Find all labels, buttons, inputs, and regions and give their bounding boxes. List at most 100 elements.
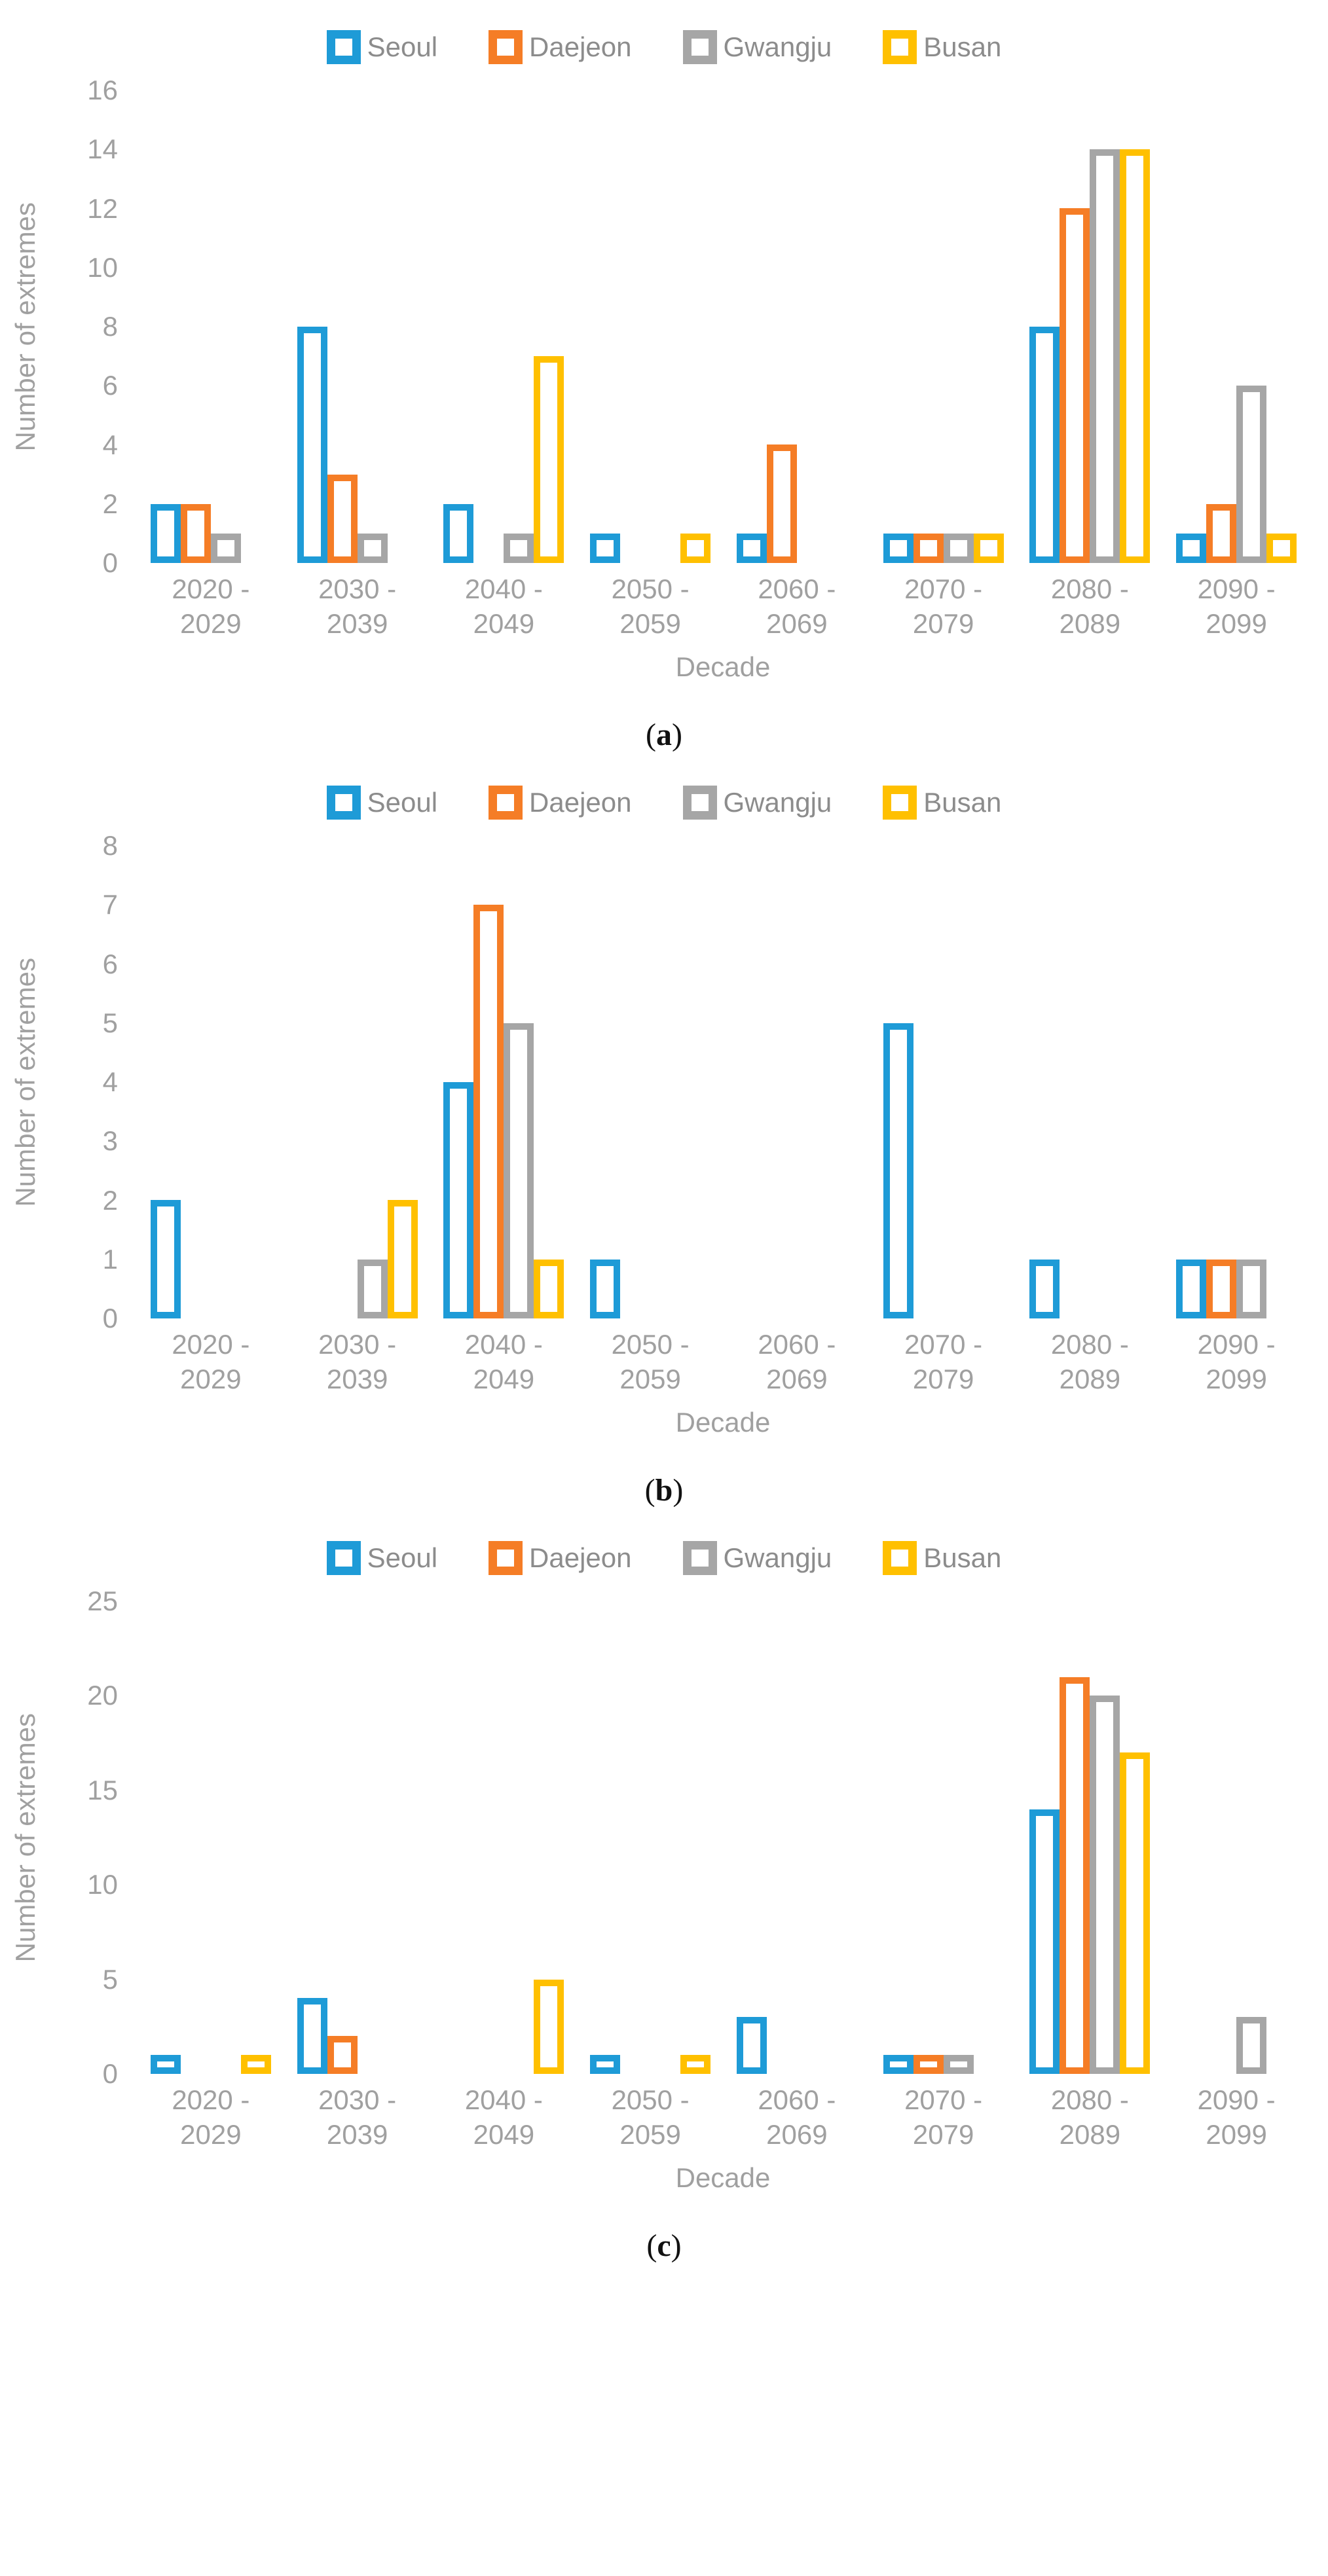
- category-2070-2079: [870, 1601, 1017, 2074]
- bar-slot-daejeon: [180, 504, 211, 563]
- bar-gwangju-2030-2039: [357, 1260, 388, 1318]
- bar-slot-seoul: [590, 534, 621, 563]
- bar-slot-seoul: [297, 327, 327, 563]
- bar-daejeon-2070-2079: [913, 534, 944, 563]
- bar-slot-busan: [534, 356, 564, 563]
- bar-busan-2040-2049: [534, 1260, 564, 1318]
- category-2090-2099: [1163, 846, 1310, 1318]
- plot-area: [138, 1601, 1310, 2074]
- y-tick-7: 7: [102, 889, 118, 920]
- legend-label: Seoul: [367, 787, 438, 818]
- y-tick-8: 8: [102, 830, 118, 861]
- bar-slot-gwangju: [357, 1260, 388, 1318]
- x-tick-label: 2040 -2049: [464, 2084, 543, 2150]
- y-tick-12: 12: [87, 192, 118, 224]
- figure-page: Seoul Daejeon Gwangju Busan Number of extre…: [0, 26, 1328, 2263]
- legend-label: Daejeon: [529, 1542, 632, 1573]
- bar-slot-busan: [534, 1260, 564, 1318]
- bar-busan-2030-2039: [387, 1200, 418, 1318]
- plot-wrap: Number of extremes 0 1 2 3 4 5 6 7 8: [0, 832, 1328, 1332]
- y-tick-10: 10: [87, 251, 118, 283]
- bar-group: [150, 2055, 271, 2074]
- y-tick-3: 3: [102, 1125, 118, 1157]
- bar-gwangju-2040-2049: [504, 1023, 534, 1318]
- category-2070-2079: [870, 846, 1017, 1318]
- bar-gwangju-2040-2049: [504, 534, 534, 563]
- y-tick-6: 6: [102, 948, 118, 979]
- y-axis-title-text: Number of extremes: [10, 202, 41, 452]
- caption-c: (c): [646, 2228, 682, 2263]
- x-tick-label: 2080 -2089: [1050, 2084, 1129, 2150]
- bar-busan-2050-2059: [680, 534, 711, 563]
- bar-slot-seoul: [1176, 1260, 1207, 1318]
- caption-a: (a): [646, 717, 682, 752]
- x-tick-label: 2090 -2099: [1197, 2084, 1276, 2150]
- chart-legend: Seoul Daejeon Gwangju Busan: [0, 26, 1328, 68]
- legend-label: Seoul: [367, 1542, 438, 1573]
- category-2020-2029: [138, 1601, 284, 2074]
- y-tick-15: 15: [87, 1774, 118, 1805]
- bar-seoul-2070-2079: [883, 2055, 913, 2074]
- bar-group: [590, 1260, 710, 1318]
- x-tick-label: 2020 -2029: [172, 2084, 250, 2150]
- legend-swatch-seoul: [326, 786, 361, 820]
- bar-daejeon-2080-2089: [1060, 208, 1090, 563]
- bar-slot-seoul: [150, 1200, 181, 1318]
- x-tick-label: 2060 -2069: [758, 1329, 836, 1394]
- category-2080-2089: [1017, 90, 1164, 563]
- legend-label: Busan: [923, 787, 1002, 818]
- y-tick-2: 2: [102, 1184, 118, 1216]
- legend-swatch-busan: [883, 786, 917, 820]
- y-axis-title: Number of extremes: [0, 90, 51, 563]
- bar-daejeon-2030-2039: [327, 2036, 358, 2074]
- y-tick-6: 6: [102, 370, 118, 401]
- y-axis-title: Number of extremes: [0, 846, 51, 1318]
- bar-gwangju-2080-2089: [1090, 1696, 1120, 2074]
- plot-wrap: Number of extremes 0 2 4 6 8 10 12 14 16: [0, 77, 1328, 577]
- bar-slot-seoul: [443, 1082, 474, 1318]
- bar-slot-gwangju: [1090, 1696, 1120, 2074]
- bar-slot-busan: [1266, 534, 1297, 563]
- bar-group: [1029, 149, 1151, 563]
- category-2070-2079: [870, 90, 1017, 563]
- bar-slot-seoul: [1029, 1809, 1060, 2074]
- bar-group: [443, 1980, 564, 2074]
- y-axis-ticks: 0 5 10 15 20 25: [51, 1587, 138, 2088]
- category-2020-2029: [138, 846, 284, 1318]
- legend-swatch-seoul: [326, 1541, 361, 1575]
- bar-slot-busan: [973, 534, 1004, 563]
- x-axis-labels: 2020 -2029 2030 -2039 2040 -2049 2050 -2059…: [138, 2083, 1310, 2152]
- x-tick-label: 2050 -2059: [611, 573, 690, 639]
- y-tick-25: 25: [87, 1586, 118, 1616]
- x-axis-labels: 2020 -2029 2030 -2039 2040 -2049 2050 -2059…: [138, 572, 1310, 641]
- bar-seoul-2020-2029: [150, 1200, 181, 1318]
- legend-label: Seoul: [367, 31, 438, 62]
- x-tick-label: 2090 -2099: [1197, 573, 1276, 639]
- legend-item-gwangju: Gwangju: [682, 1541, 832, 1575]
- bar-seoul-2090-2099: [1176, 534, 1207, 563]
- bar-daejeon-2090-2099: [1206, 1260, 1237, 1318]
- legend-label: Gwangju: [723, 31, 832, 62]
- bar-group: [1176, 2017, 1297, 2074]
- x-tick-label: 2020 -2029: [172, 573, 250, 639]
- bar-slot-seoul: [736, 534, 767, 563]
- y-axis-ticks: 0 2 4 6 8 10 12 14 16: [51, 77, 138, 577]
- legend-item-seoul: Seoul: [326, 30, 438, 64]
- bar-slot-seoul: [150, 504, 181, 563]
- plot-area: [138, 90, 1310, 563]
- bar-slot-daejeon: [766, 444, 797, 563]
- x-axis-title: Decade: [675, 651, 771, 682]
- bar-seoul-2030-2039: [297, 327, 327, 563]
- legend-swatch-busan: [883, 30, 917, 64]
- bar-slot-daejeon: [913, 2055, 944, 2074]
- y-tick-0: 0: [102, 1303, 118, 1333]
- legend-item-seoul: Seoul: [326, 1541, 438, 1575]
- legend-item-busan: Busan: [883, 786, 1001, 820]
- bar-slot-daejeon: [1060, 208, 1090, 563]
- legend-item-gwangju: Gwangju: [682, 786, 832, 820]
- bar-group: [883, 1023, 1004, 1318]
- bar-seoul-2050-2059: [590, 534, 621, 563]
- legend-swatch-daejeon: [489, 786, 523, 820]
- legend-label: Daejeon: [529, 31, 632, 62]
- bar-seoul-2040-2049: [443, 1082, 474, 1318]
